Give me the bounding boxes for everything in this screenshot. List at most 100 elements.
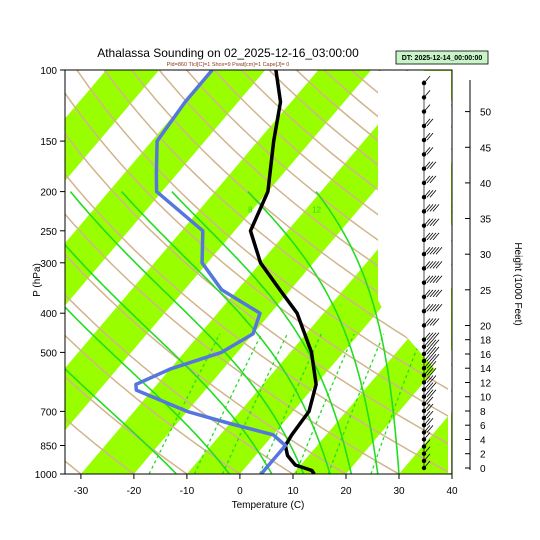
wind-barb-flag (429, 389, 437, 397)
wind-barb-flag (429, 353, 437, 362)
wind-barb-flag (432, 332, 440, 340)
height-tick-label: 0 (480, 464, 486, 475)
wind-barb-flag (426, 332, 434, 340)
wind-barb-flag (423, 289, 431, 298)
y-tick-label: 100 (40, 66, 57, 77)
wind-barb-flag (426, 246, 434, 255)
wind-barb-flag (426, 403, 434, 412)
wind-barb-flag (429, 232, 437, 241)
wind-barb-flag (423, 339, 431, 348)
wind-barb-flag (432, 246, 440, 255)
wind-barbs (421, 75, 443, 471)
wind-barb-flag (423, 453, 431, 462)
isotherm-band (65, 70, 160, 181)
wind-barb-flag (432, 303, 440, 312)
wind-barb-flag (426, 360, 434, 369)
dry-adiabat-line (65, 253, 348, 474)
height-tick-label: 50 (480, 108, 492, 119)
wind-barb-flag (423, 360, 431, 369)
dry-adiabat-line (103, 70, 452, 366)
wind-barb-flag (426, 289, 434, 298)
wind-barb-flag (429, 360, 437, 369)
y-tick-label: 850 (40, 442, 57, 453)
y-axis-ticks: 100 150 200 250 300 400 500 700 850 1000 (35, 66, 65, 481)
wind-barb-flag (429, 368, 437, 376)
dt-badge: DT: 2025-12-14_00:00:00 (395, 50, 489, 65)
height-axis-ticks: 0 2 4 6 8 10 12 14 16 18 20 25 30 35 40 45 50 (465, 80, 492, 475)
mixing-ratio-line (148, 333, 221, 474)
moist-adiabat-label: 8 (248, 205, 253, 214)
height-axis-label: Height (1000 Feet) (512, 242, 523, 325)
wind-barb-flag (426, 318, 434, 326)
y-axis-label: P (hPa) (32, 263, 43, 297)
dry-adiabat-line (158, 70, 452, 315)
wind-barb-flag (429, 339, 437, 348)
wind-barb-flag (423, 189, 431, 198)
wind-barb-flag (426, 375, 434, 383)
dry-adiabat-line (65, 91, 452, 420)
y-tick-label: 1000 (35, 470, 58, 481)
wind-barb-flag (423, 382, 431, 390)
wind-barb-flag (429, 375, 437, 383)
wind-barb-flag (432, 275, 440, 283)
mixing-ratio-line (370, 333, 424, 474)
wind-barb-flag (429, 289, 437, 298)
temperature-profile (248, 70, 318, 474)
dry-adiabat-line (186, 70, 452, 291)
wind-barb-flag (432, 353, 440, 362)
height-tick-label: 10 (480, 393, 492, 404)
wind-barb-flag (423, 389, 431, 397)
wind-barb-flag (426, 368, 434, 376)
wind-barb-flag (435, 246, 443, 255)
chart-subtitle: Pld=860 Tlcl[C]=1 Shox=9 Pwat[cm]=1 Cape… (167, 62, 290, 68)
mixing-ratio-line (193, 333, 263, 474)
wind-barb-flag (429, 382, 437, 390)
wind-barb-flag (423, 410, 431, 419)
dry-adiabat-line (65, 417, 136, 474)
wind-barb-flag (429, 332, 437, 340)
wind-barb-flag (423, 118, 431, 127)
height-tick-label: 25 (480, 286, 492, 297)
wind-barb-flag (423, 446, 431, 454)
wind-barb-flag (426, 189, 434, 198)
wind-barb-flag (426, 232, 434, 241)
moist-adiabat-line (65, 243, 273, 474)
wind-barb-flag (426, 132, 434, 141)
wind-barb-flag (426, 275, 434, 283)
mixing-ratio-line (259, 333, 322, 474)
y-tick-label: 200 (40, 188, 57, 199)
y-tick-label: 250 (40, 227, 57, 238)
wind-barb-flag (435, 303, 443, 312)
dewpoint-profile (134, 70, 288, 474)
isotherm-band (65, 70, 266, 306)
moist-adiabat-line (121, 191, 331, 474)
wind-barb-flag (429, 189, 437, 198)
moist-adiabat-line (315, 191, 400, 474)
wind-barb-flag (432, 318, 440, 326)
wind-barb-flag (426, 339, 434, 348)
wind-barb-flag (432, 289, 440, 298)
wind-barb-flag (423, 147, 431, 155)
dry-adiabat-line (65, 172, 452, 474)
wind-barb-flag (423, 218, 431, 226)
moist-adiabat-label: 24 (511, 205, 520, 214)
wind-panel-mask (378, 71, 451, 473)
plot-frame (64, 69, 453, 475)
wind-barb-flag (423, 396, 431, 405)
wind-barb-flag (426, 118, 434, 127)
height-tick-label: 18 (480, 336, 492, 347)
height-tick-label: 16 (480, 350, 492, 361)
x-tick-label: -30 (74, 486, 89, 497)
wind-barb-flag (423, 90, 431, 98)
wind-barb-flag (426, 204, 434, 212)
wind-barb-flag (429, 246, 437, 255)
wind-barb-flag (426, 161, 434, 169)
wind-barb-flag (423, 246, 431, 255)
height-tick-label: 8 (480, 407, 486, 418)
x-tick-label: 40 (446, 486, 458, 497)
height-tick-label: 12 (480, 379, 492, 390)
wind-barb-flag (423, 275, 431, 283)
wind-barb-flag (423, 353, 431, 362)
temperature-line (248, 70, 318, 474)
